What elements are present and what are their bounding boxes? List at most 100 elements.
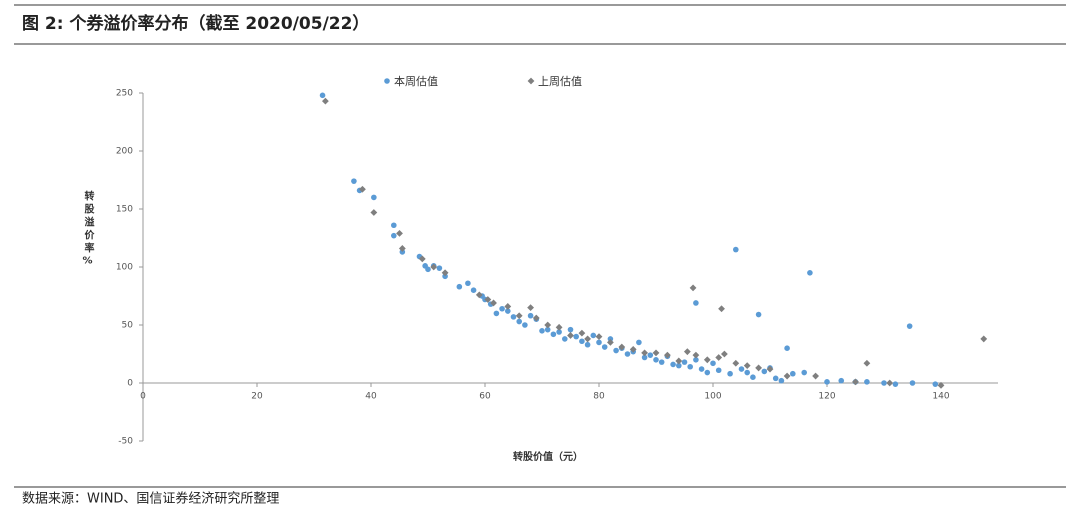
y-tick-label: 50 xyxy=(122,321,134,331)
x-axis-title: 转股价值（元） xyxy=(513,450,583,463)
y-tick-label: 250 xyxy=(116,89,133,99)
scatter-point xyxy=(532,314,540,322)
scatter-point xyxy=(499,305,505,312)
scatter-point xyxy=(676,362,682,369)
scatter-point xyxy=(539,328,545,334)
scatter-point xyxy=(683,348,691,356)
scatter-point xyxy=(465,280,471,287)
scatter-point xyxy=(687,363,693,370)
scatter-point xyxy=(596,339,602,346)
scatter-point xyxy=(490,299,497,307)
x-tick-label: 0 xyxy=(140,392,146,402)
x-tick-label: 20 xyxy=(251,392,263,402)
scatter-point xyxy=(790,370,796,377)
y-tick-label: 200 xyxy=(116,147,133,157)
scatter-point xyxy=(738,366,745,372)
scatter-point xyxy=(618,343,626,351)
scatter-point xyxy=(484,296,492,303)
scatter-point xyxy=(761,368,768,375)
scatter-point xyxy=(670,361,676,368)
scatter-point xyxy=(493,310,500,317)
scatter-point xyxy=(522,322,528,328)
scatter-point xyxy=(510,314,517,320)
x-tick-label: 100 xyxy=(704,392,721,402)
scatter-point xyxy=(601,344,608,350)
scatter-point xyxy=(647,352,654,358)
scatter-point xyxy=(351,178,357,184)
scatter-point xyxy=(909,380,916,386)
legend-marker xyxy=(527,77,535,85)
scatter-point xyxy=(824,379,830,385)
scatter-point xyxy=(555,323,563,331)
scatter-point xyxy=(715,354,723,361)
legend-label: 上周估值 xyxy=(538,75,582,88)
scatter-point xyxy=(980,335,988,343)
scatter-point xyxy=(562,336,568,342)
scatter-point xyxy=(766,365,774,373)
y-tick-label: 150 xyxy=(116,205,133,215)
scatter-point xyxy=(613,347,619,354)
scatter-point xyxy=(693,300,699,306)
x-tick-label: 80 xyxy=(593,392,605,402)
scatter-point xyxy=(783,372,791,380)
scatter-point xyxy=(778,377,785,384)
x-tick-label: 40 xyxy=(365,392,377,402)
scatter-point xyxy=(863,359,871,367)
scatter-point xyxy=(391,232,397,239)
legend-marker xyxy=(384,78,390,84)
scatter-point xyxy=(567,332,574,339)
scatter-point xyxy=(629,345,637,353)
scatter-point xyxy=(579,338,585,345)
scatter-point xyxy=(937,381,945,389)
scatter-point xyxy=(807,270,813,276)
legend-label: 本周估值 xyxy=(394,74,438,88)
scatter-point xyxy=(641,349,648,357)
scatter-point xyxy=(755,311,762,318)
scatter-point xyxy=(892,381,899,387)
scatter-point xyxy=(881,380,887,386)
scatter-point xyxy=(391,222,397,229)
scatter-point xyxy=(641,354,648,361)
scatter-point xyxy=(721,350,728,358)
scatter-point xyxy=(436,265,443,271)
y-tick-label: -50 xyxy=(118,437,133,447)
scatter-point xyxy=(772,375,779,382)
scatter-point xyxy=(425,266,431,273)
scatter-point xyxy=(658,359,665,365)
scatter-point xyxy=(715,367,722,374)
scatter-point xyxy=(398,245,406,252)
x-tick-label: 60 xyxy=(479,392,491,402)
scatter-point xyxy=(607,339,614,346)
scatter-point xyxy=(527,312,534,319)
scatter-point xyxy=(906,323,913,329)
scatter-point xyxy=(584,341,591,348)
scatter-point xyxy=(852,378,859,386)
scatter-point xyxy=(744,369,750,376)
scatter-point xyxy=(681,359,688,365)
scatter-point xyxy=(584,335,591,343)
scatter-point xyxy=(703,356,711,364)
x-tick-label: 120 xyxy=(818,392,835,402)
scatter-point xyxy=(399,249,406,255)
scatter-point xyxy=(624,351,631,357)
scatter-point xyxy=(784,345,790,352)
scatter-point xyxy=(516,318,522,325)
scatter-point xyxy=(396,229,403,237)
scatter-point xyxy=(653,357,659,363)
scatter-point xyxy=(750,374,756,381)
scatter-point xyxy=(704,369,711,376)
scatter-point xyxy=(636,339,642,346)
scatter-point xyxy=(505,308,511,314)
scatter-point xyxy=(504,303,512,310)
scatter-point xyxy=(607,336,614,342)
scatter-point xyxy=(578,329,586,337)
scatter-point xyxy=(698,366,705,372)
chart-title: 图 2: 个券溢价率分布（截至 2020/05/22） xyxy=(22,13,369,34)
scatter-point xyxy=(932,381,939,387)
scatter-point xyxy=(886,379,894,387)
scatter-point xyxy=(664,351,671,359)
scatter-point xyxy=(456,283,463,290)
scatter-point xyxy=(550,331,557,338)
scatter-point xyxy=(475,291,483,299)
